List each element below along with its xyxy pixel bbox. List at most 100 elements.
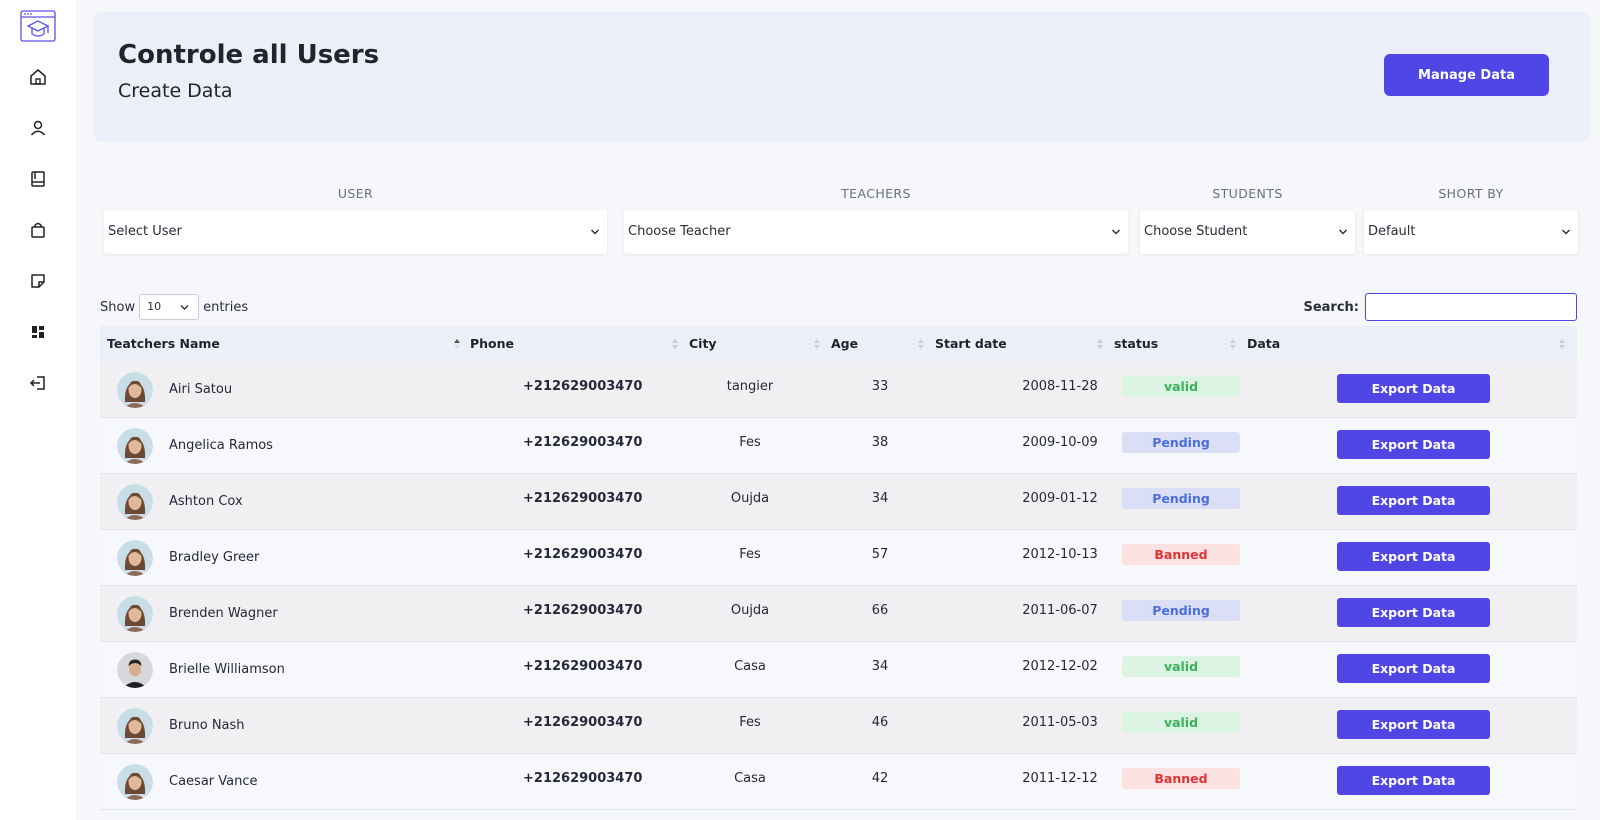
graduation-cap-logo bbox=[20, 10, 56, 42]
note-icon[interactable] bbox=[28, 271, 48, 291]
teacher-city: Fes bbox=[739, 715, 761, 730]
sort-icon bbox=[672, 339, 678, 349]
export-data-button[interactable]: Export Data bbox=[1337, 542, 1490, 571]
teacher-city: Fes bbox=[739, 547, 761, 562]
book-icon[interactable] bbox=[28, 169, 48, 189]
export-data-button[interactable]: Export Data bbox=[1337, 710, 1490, 739]
column-header-start-date[interactable]: Start date bbox=[935, 326, 1085, 362]
column-header-status[interactable]: status bbox=[1114, 326, 1224, 362]
table-row: Bradley Greer +212629003470 Fes 57 2012-… bbox=[100, 530, 1577, 586]
teacher-name: Caesar Vance bbox=[169, 774, 258, 789]
home-icon[interactable] bbox=[28, 67, 48, 87]
teacher-start-date: 2008-11-28 bbox=[1022, 379, 1098, 394]
column-header-data[interactable]: Data bbox=[1247, 326, 1537, 362]
teachers-filter-label: TEACHERS bbox=[841, 186, 911, 201]
sort-select[interactable]: Default bbox=[1364, 210, 1578, 254]
status-badge: Banned bbox=[1122, 544, 1240, 565]
export-data-button[interactable]: Export Data bbox=[1337, 374, 1490, 403]
page-title: Controle all Users bbox=[118, 40, 380, 70]
teacher-select-value: Choose Teacher bbox=[628, 224, 731, 239]
teacher-name: Angelica Ramos bbox=[169, 438, 273, 453]
header-card: Controle all Users Create Data Manage Da… bbox=[94, 12, 1590, 142]
teacher-age: 34 bbox=[871, 491, 889, 506]
status-badge: Pending bbox=[1122, 432, 1240, 453]
teacher-phone: +212629003470 bbox=[523, 715, 643, 730]
column-header-city[interactable]: City bbox=[689, 326, 809, 362]
sort-filter: SHORT BY Default bbox=[1364, 186, 1578, 254]
table-row: Angelica Ramos +212629003470 Fes 38 2009… bbox=[100, 418, 1577, 474]
chevron-down-icon bbox=[180, 305, 189, 310]
chevron-down-icon bbox=[590, 229, 600, 235]
status-badge: valid bbox=[1122, 712, 1240, 733]
teacher-age: 57 bbox=[871, 547, 889, 562]
avatar-woman bbox=[117, 708, 153, 744]
avatar-woman bbox=[117, 596, 153, 632]
column-header-age-label: Age bbox=[831, 336, 859, 351]
dashboard-icon[interactable] bbox=[28, 322, 48, 342]
export-data-button[interactable]: Export Data bbox=[1337, 654, 1490, 683]
sidebar bbox=[0, 0, 76, 820]
teacher-start-date: 2011-05-03 bbox=[1022, 715, 1098, 730]
export-data-button[interactable]: Export Data bbox=[1337, 430, 1490, 459]
teacher-phone: +212629003470 bbox=[523, 491, 643, 506]
students-filter-label: STUDENTS bbox=[1212, 186, 1283, 201]
student-select[interactable]: Choose Student bbox=[1140, 210, 1355, 254]
chevron-down-icon bbox=[1561, 229, 1571, 235]
teacher-city: Fes bbox=[739, 435, 761, 450]
export-data-button[interactable]: Export Data bbox=[1337, 598, 1490, 627]
user-filter-label: USER bbox=[337, 186, 374, 201]
entries-label: entries bbox=[203, 299, 249, 315]
manage-data-button[interactable]: Manage Data bbox=[1384, 54, 1549, 96]
teacher-city: tangier bbox=[726, 379, 774, 394]
avatar-woman bbox=[117, 484, 153, 520]
status-badge: Pending bbox=[1122, 488, 1240, 509]
status-badge: Banned bbox=[1122, 768, 1240, 789]
teacher-age: 33 bbox=[871, 379, 889, 394]
export-data-button[interactable]: Export Data bbox=[1337, 766, 1490, 795]
table-row: Brenden Wagner +212629003470 Oujda 66 20… bbox=[100, 586, 1577, 642]
teacher-city: Oujda bbox=[730, 491, 770, 506]
chevron-down-icon bbox=[1111, 229, 1121, 235]
teacher-age: 34 bbox=[871, 659, 889, 674]
sort-asc-icon bbox=[454, 339, 460, 349]
avatar-man bbox=[117, 652, 153, 688]
column-header-phone[interactable]: Phone bbox=[470, 326, 670, 362]
column-header-age[interactable]: Age bbox=[831, 326, 911, 362]
column-header-phone-label: Phone bbox=[470, 336, 515, 351]
sort-icon bbox=[814, 339, 820, 349]
sort-icon bbox=[918, 339, 924, 349]
shopping-bag-icon[interactable] bbox=[28, 220, 48, 240]
sort-icon bbox=[1097, 339, 1103, 349]
teacher-city: Casa bbox=[734, 771, 766, 786]
show-label: Show bbox=[100, 299, 136, 315]
user-select[interactable]: Select User bbox=[104, 210, 607, 254]
search-input[interactable] bbox=[1365, 293, 1577, 321]
logout-icon[interactable] bbox=[28, 373, 48, 393]
export-data-button[interactable]: Export Data bbox=[1337, 486, 1490, 515]
entries-select[interactable]: 10 bbox=[139, 294, 200, 320]
teacher-name: Airi Satou bbox=[169, 382, 233, 397]
teacher-name: Bruno Nash bbox=[169, 718, 245, 733]
column-header-name[interactable]: Teatchers Name bbox=[107, 326, 457, 362]
avatar-woman bbox=[117, 372, 153, 408]
teacher-phone: +212629003470 bbox=[523, 435, 643, 450]
show-entries: Show 10 entries bbox=[100, 294, 248, 320]
student-select-value: Choose Student bbox=[1144, 224, 1248, 239]
column-header-start-date-label: Start date bbox=[935, 336, 1007, 351]
user-icon[interactable] bbox=[28, 118, 48, 138]
teacher-name: Ashton Cox bbox=[169, 494, 243, 509]
entries-value: 10 bbox=[147, 300, 162, 313]
table-row: Caesar Vance +212629003470 Casa 42 2011-… bbox=[100, 754, 1577, 810]
table-row: Airi Satou +212629003470 tangier 33 2008… bbox=[100, 362, 1577, 418]
teacher-phone: +212629003470 bbox=[523, 603, 643, 618]
status-badge: valid bbox=[1122, 376, 1240, 397]
teacher-select[interactable]: Choose Teacher bbox=[624, 210, 1128, 254]
status-badge: Pending bbox=[1122, 600, 1240, 621]
column-header-name-label: Teatchers Name bbox=[107, 336, 220, 351]
teacher-city: Oujda bbox=[730, 603, 770, 618]
teacher-name: Brielle Williamson bbox=[169, 662, 285, 677]
teacher-city: Casa bbox=[734, 659, 766, 674]
teacher-start-date: 2012-10-13 bbox=[1022, 547, 1098, 562]
table-search: Search: bbox=[1303, 293, 1577, 321]
page-subtitle: Create Data bbox=[118, 80, 233, 102]
